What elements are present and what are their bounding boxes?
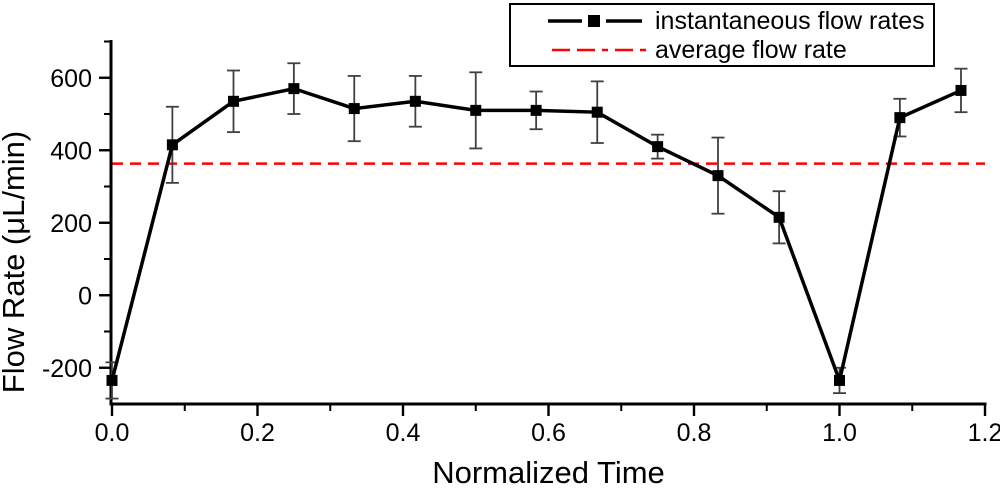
data-point-marker bbox=[530, 104, 542, 116]
line-with-square-marker-icon bbox=[548, 14, 642, 27]
legend: instantaneous flow rates average flow ra… bbox=[509, 3, 935, 67]
data-point-marker bbox=[894, 112, 906, 124]
red-dash-dot-line-icon bbox=[552, 48, 646, 51]
legend-label-instantaneous: instantaneous flow rates bbox=[655, 6, 925, 35]
x-axis-title: Normalized Time bbox=[432, 455, 665, 488]
x-tick-label: 1.0 bbox=[822, 419, 857, 447]
data-point-marker bbox=[834, 374, 845, 386]
data-point-marker bbox=[409, 95, 421, 107]
data-point-marker bbox=[227, 95, 239, 107]
data-point-marker bbox=[773, 211, 785, 223]
legend-label-average: average flow rate bbox=[655, 35, 847, 64]
y-tick-label: 0 bbox=[78, 282, 92, 310]
legend-entry-instantaneous: instantaneous flow rates bbox=[547, 6, 929, 35]
data-point-marker bbox=[591, 106, 603, 118]
x-tick-label: 0.0 bbox=[95, 419, 130, 447]
data-point-marker bbox=[955, 84, 967, 96]
x-tick-label: 0.8 bbox=[677, 419, 712, 447]
x-tick-label: 1.2 bbox=[968, 419, 1000, 447]
data-point-marker bbox=[470, 104, 482, 116]
legend-entry-average: average flow rate bbox=[547, 35, 929, 64]
x-tick-label: 0.2 bbox=[240, 419, 275, 447]
data-point-marker bbox=[712, 170, 724, 182]
data-point-marker bbox=[348, 103, 360, 115]
data-point-marker bbox=[106, 374, 118, 386]
x-tick-label: 0.6 bbox=[531, 419, 566, 447]
data-point-marker bbox=[652, 141, 664, 153]
data-point-marker bbox=[166, 139, 178, 151]
y-tick-label: 600 bbox=[50, 65, 92, 93]
y-axis-title: Flow Rate (μL/min) bbox=[0, 131, 31, 393]
x-tick-label: 0.4 bbox=[386, 419, 421, 447]
y-tick-label: -200 bbox=[42, 355, 92, 383]
y-tick-label: 400 bbox=[50, 137, 92, 165]
data-point-marker bbox=[288, 83, 300, 95]
y-tick-label: 200 bbox=[50, 210, 92, 238]
